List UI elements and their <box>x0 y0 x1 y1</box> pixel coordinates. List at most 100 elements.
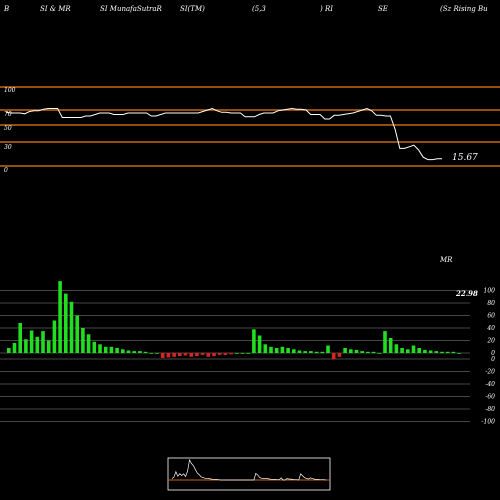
rsi-tick-label-70: 70 <box>4 111 12 118</box>
mr-bar <box>246 353 250 354</box>
mr-bar <box>451 351 456 354</box>
mr-tick-label: 0 <box>491 356 495 363</box>
mr-bar <box>98 344 102 354</box>
mr-bar <box>388 338 393 353</box>
mr-bar <box>257 335 262 353</box>
mr-bar <box>18 323 22 353</box>
mr-tick-label: -20 <box>485 369 495 376</box>
mr-tick-label: 100 <box>484 288 496 295</box>
rsi-series-line <box>5 107 442 161</box>
mr-tick-label: 0 <box>491 350 495 357</box>
header-segment-b: B <box>3 5 9 13</box>
mini-overview-line <box>171 458 327 481</box>
header-segment-munafasutra: SI MunafaSutraR <box>100 5 163 13</box>
mr-bar <box>138 351 142 353</box>
mr-bar <box>195 353 199 357</box>
mr-bar <box>200 353 205 355</box>
mr-bar <box>121 349 125 354</box>
mr-tick-label: 60 <box>487 313 495 320</box>
mr-bar <box>206 353 211 357</box>
mr-tick-label: -100 <box>482 419 496 426</box>
mr-bar <box>457 353 461 354</box>
mr-bar <box>377 353 382 354</box>
mr-bar <box>75 315 79 353</box>
rsi-tick-label-100: 100 <box>4 87 16 94</box>
mr-bar <box>292 349 296 354</box>
header-segment-tm: SI(TM) <box>180 5 205 13</box>
mr-bar <box>149 353 154 354</box>
mr-tick-label: 80 <box>487 300 495 307</box>
mr-bar <box>343 348 347 353</box>
mr-bar <box>160 353 165 358</box>
mr-tick-label: 20 <box>486 338 495 345</box>
mr-bar <box>172 353 176 357</box>
mr-bar <box>274 348 279 353</box>
mr-bar <box>440 351 444 354</box>
mr-bar <box>428 350 433 353</box>
mr-bar <box>366 351 370 354</box>
mr-bar <box>126 350 131 353</box>
mr-last-value-label: 22.98 <box>455 289 478 298</box>
mr-bar <box>229 353 233 355</box>
rsi-tick-label-0: 0 <box>4 167 8 174</box>
mr-bar <box>417 348 421 353</box>
mr-bar <box>252 329 256 354</box>
mr-bar <box>280 346 285 354</box>
mr-bar <box>64 293 68 353</box>
mr-bar <box>12 343 17 353</box>
mr-bar <box>132 351 136 353</box>
mr-panel: MR 100 80 60 40 20 00 -20 -40 -60 -80 -100 22.98 <box>0 256 495 426</box>
mr-bar <box>217 353 222 355</box>
header-segment-params: (5,3 <box>252 5 266 13</box>
mr-bar <box>286 348 290 353</box>
mr-bar <box>52 320 57 353</box>
rsi-panel: 100 70 50 30 0 15.67 <box>0 86 500 174</box>
mr-bar <box>354 349 359 353</box>
mini-overview-frame <box>167 457 331 491</box>
mr-axis-ticks: 100 80 60 40 20 00 -20 -40 -60 -80 -100 <box>482 288 496 426</box>
mr-bar <box>383 331 387 353</box>
mr-bar <box>360 351 364 353</box>
rsi-axis-ticks: 100 70 50 30 0 <box>4 87 16 174</box>
mr-bar <box>411 345 416 353</box>
mr-bar <box>331 353 336 360</box>
header-segment-si-mr: SI & MR <box>40 5 71 13</box>
mr-bar <box>58 281 62 353</box>
mr-bar <box>314 351 319 354</box>
rsi-band-lines <box>0 86 500 167</box>
mr-bar <box>337 353 342 357</box>
mr-tick-label: -80 <box>485 406 495 413</box>
header-segment-ri: ) RI <box>319 5 333 13</box>
mr-bar <box>303 351 307 353</box>
header-segment-company: (Sz Rising Bu <box>440 5 488 13</box>
mr-bar <box>81 328 85 353</box>
chart-header: B SI & MR SI MunafaSutraR SI(TM) (5,3 ) … <box>3 5 488 13</box>
mr-tick-label: -40 <box>485 381 495 388</box>
mr-bar <box>235 353 239 354</box>
mr-bar <box>263 344 268 354</box>
mr-bar <box>326 345 330 353</box>
mr-bar <box>166 353 171 358</box>
mr-bar <box>35 336 40 354</box>
mr-bar <box>86 334 91 354</box>
mr-bar <box>41 331 45 353</box>
mr-bar <box>46 340 51 353</box>
mr-bar <box>178 353 182 357</box>
mr-bar <box>349 349 353 354</box>
mr-bar <box>371 351 376 354</box>
mr-bar <box>309 351 313 353</box>
mr-bar <box>406 349 410 354</box>
header-segment-se: SE <box>378 5 388 13</box>
rsi-last-value-label: 15.67 <box>452 153 478 163</box>
mr-bar <box>445 351 450 354</box>
mr-bar <box>269 346 273 354</box>
mr-bar <box>434 351 439 353</box>
mr-bar <box>115 348 119 353</box>
mr-bars <box>7 281 461 360</box>
mr-bar <box>103 346 108 354</box>
mr-bar <box>183 353 188 356</box>
mr-bar <box>423 349 427 353</box>
mr-bar <box>155 353 159 354</box>
